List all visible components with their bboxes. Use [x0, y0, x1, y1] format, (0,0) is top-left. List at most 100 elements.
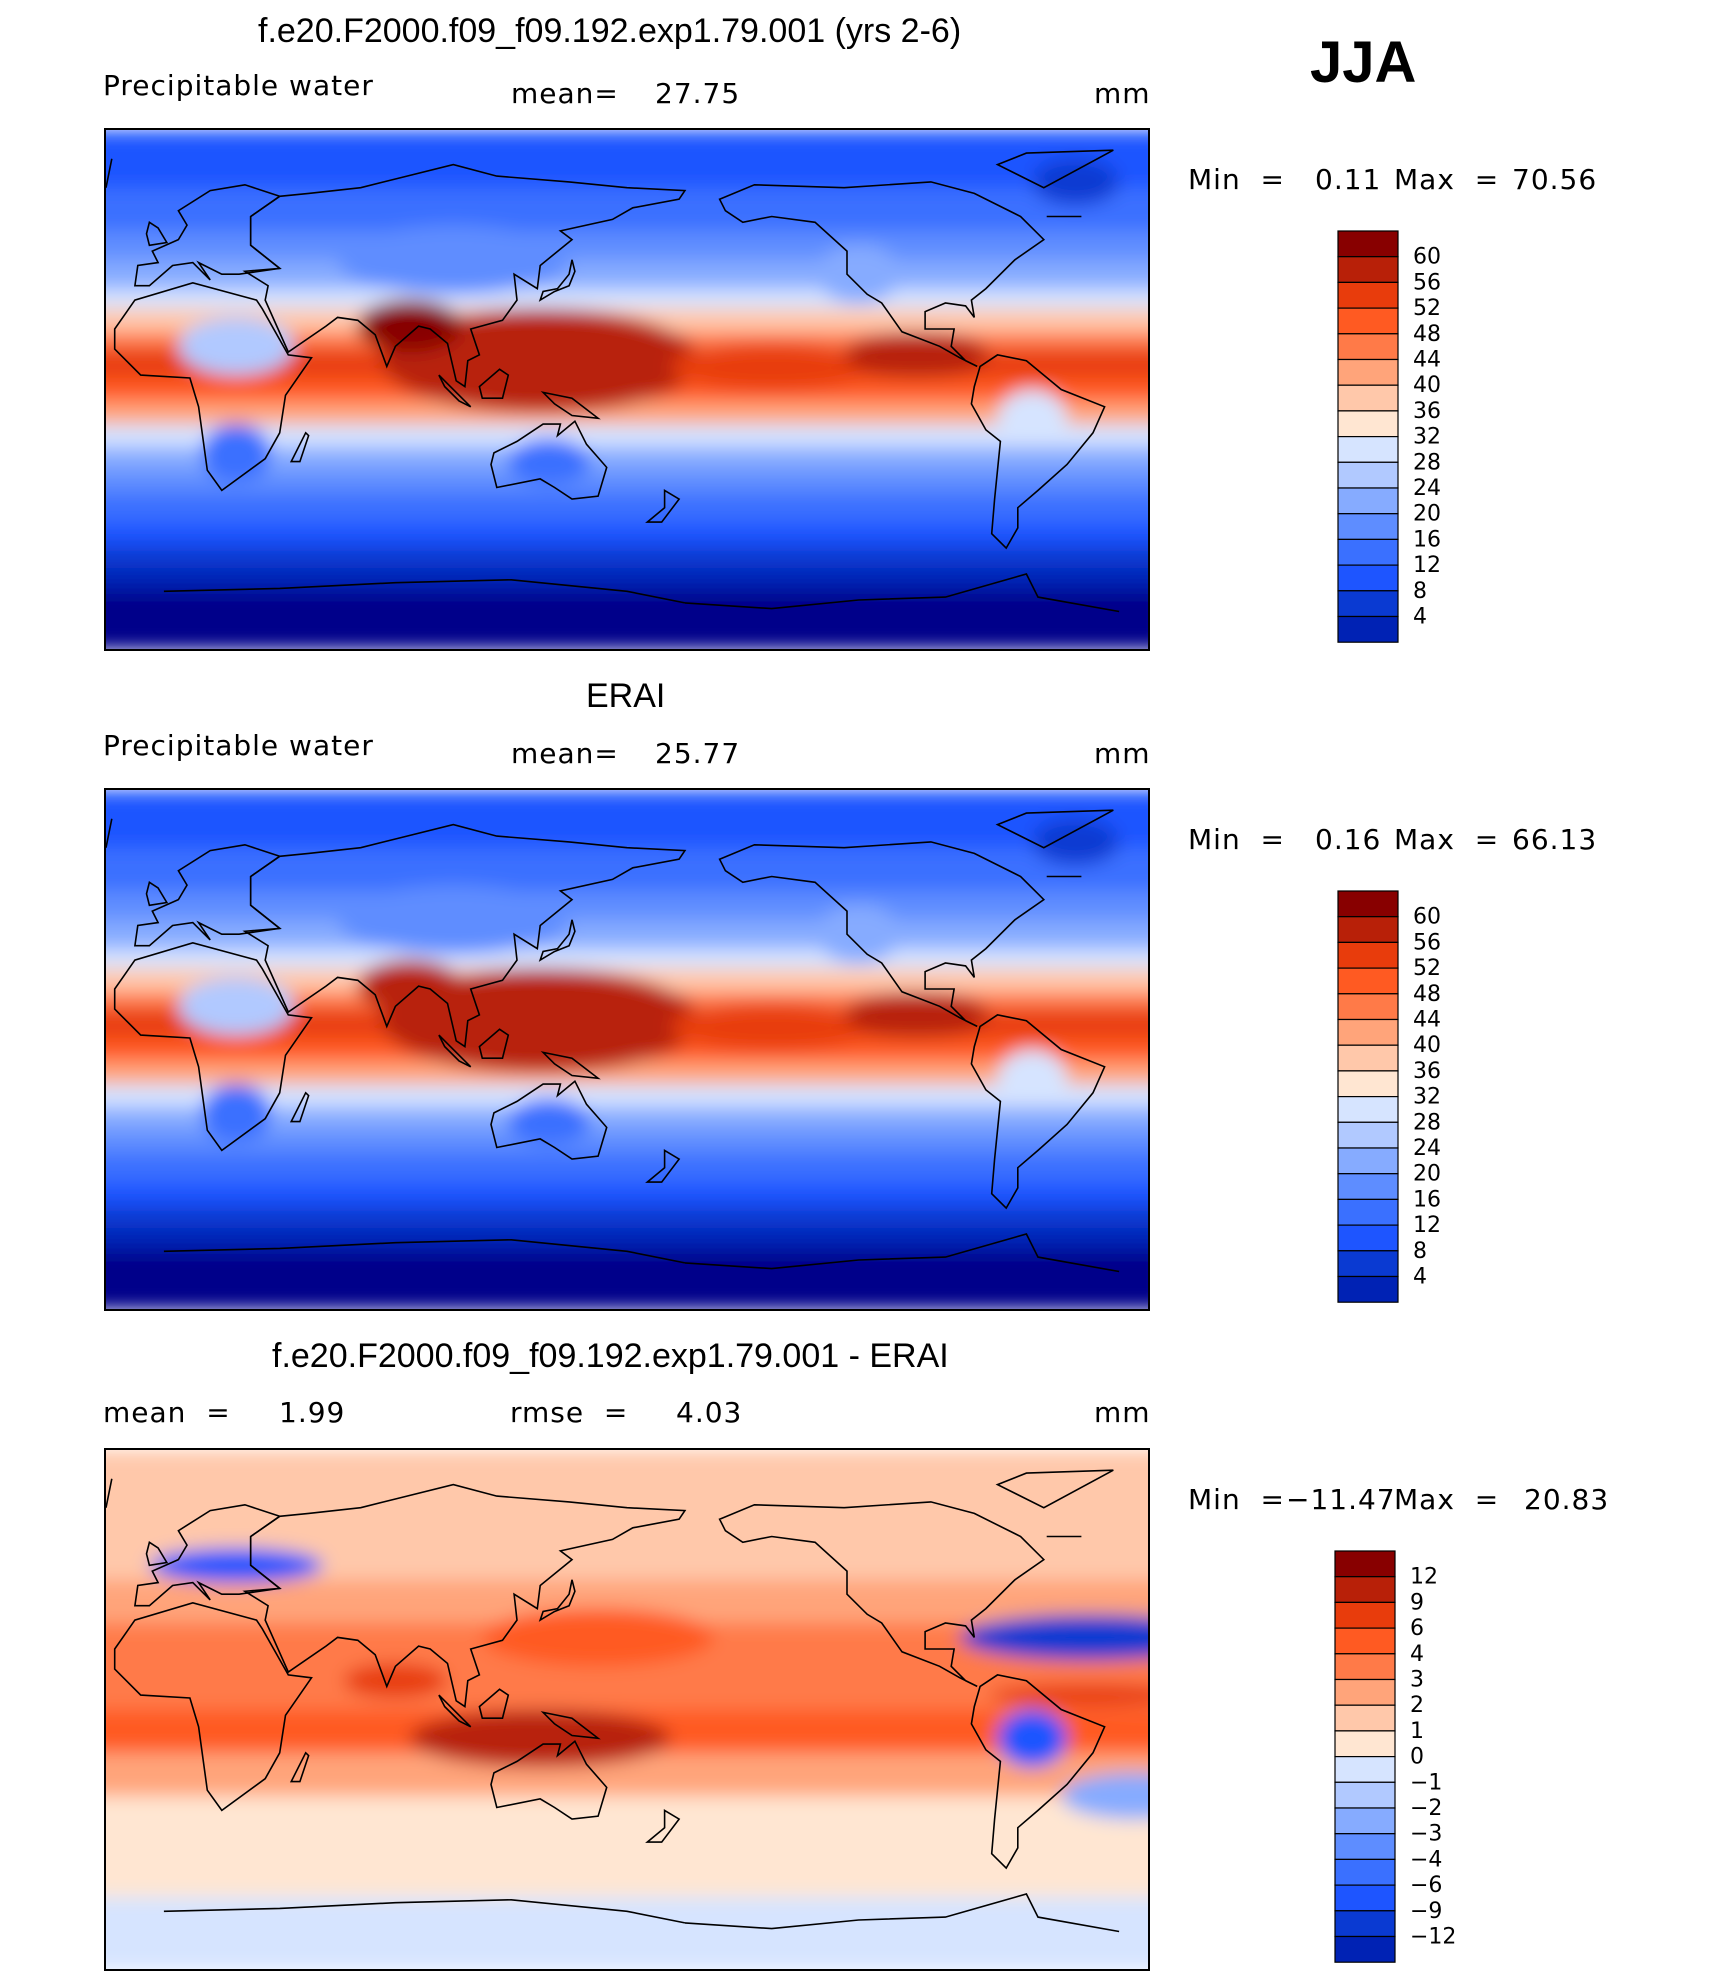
colorbar-tick-label: 48 — [1413, 982, 1441, 1007]
coastline-africa — [113, 1601, 313, 1812]
coastline-nz — [645, 488, 681, 523]
colorbar-tick-label: 8 — [1413, 1239, 1427, 1264]
panel3-min-label: Min = — [1188, 1483, 1285, 1516]
field-region — [106, 470, 1148, 495]
coastline-greenland — [995, 1469, 1114, 1509]
field-region — [106, 401, 1148, 426]
colorbar-swatch — [1337, 1096, 1399, 1123]
coastline-greenland — [995, 149, 1114, 189]
colorbar-tick-label: 8 — [1413, 579, 1427, 604]
panel2-min-label: Min = — [1188, 823, 1285, 856]
colorbar-tick-label: 40 — [1413, 373, 1441, 398]
coastline-asia — [242, 823, 687, 1048]
colorbar-swatch — [1337, 590, 1399, 618]
colorbar-tick-label: 32 — [1413, 425, 1441, 450]
field-region — [844, 331, 989, 378]
panel1-map — [104, 128, 1150, 651]
field-region — [670, 343, 874, 390]
field-region — [1032, 818, 1120, 865]
colorbar-tick-label: −1 — [1410, 1770, 1442, 1795]
coastline-antarctica — [684, 1233, 1120, 1273]
colorbar-swatch — [1337, 384, 1399, 412]
colorbar-swatch — [1337, 487, 1399, 515]
field-region — [106, 545, 1148, 570]
coastline-australia — [490, 1739, 608, 1820]
colorbar-tick-label: −2 — [1410, 1796, 1442, 1821]
coastline-greenland — [106, 158, 113, 188]
coastline-samerica — [970, 1674, 1106, 1870]
field-region — [409, 1709, 671, 1768]
coastline-borneo — [478, 1028, 510, 1060]
coastline-nz — [645, 1148, 681, 1183]
colorbar-tick-label: 12 — [1413, 553, 1441, 578]
coastline-japan — [538, 919, 576, 962]
coastline-australia — [490, 419, 608, 500]
colorbar-swatch — [1334, 1550, 1396, 1578]
field-region — [201, 424, 271, 482]
colorbar-tick-label: 48 — [1413, 322, 1441, 347]
coastline-uk — [145, 1541, 169, 1567]
field-region — [482, 1608, 714, 1667]
colorbar-tick-label: −3 — [1410, 1822, 1442, 1847]
colorbar-tick-label: 16 — [1413, 1187, 1441, 1212]
colorbar-tick-label: 24 — [1413, 1136, 1441, 1161]
colorbar-tick-label: 24 — [1413, 476, 1441, 501]
colorbar-tick-label: −6 — [1410, 1873, 1442, 1898]
colorbar-tick-label: 40 — [1413, 1033, 1441, 1058]
colorbar-swatch — [1337, 941, 1399, 969]
colorbar-swatch — [1334, 1576, 1396, 1604]
colorbar-tick-label: 52 — [1413, 956, 1441, 981]
colorbar-swatch — [1334, 1756, 1396, 1783]
field-region — [106, 1666, 1148, 1711]
field-region — [337, 885, 570, 955]
season-label: JJA — [1310, 30, 1417, 95]
field-region — [670, 1003, 874, 1050]
colorbar-swatch — [1337, 615, 1399, 643]
colorbar-swatch — [1337, 1250, 1399, 1278]
colorbar-swatch — [1337, 993, 1399, 1021]
coastline-namerica — [718, 181, 1046, 368]
panel2-colorbar: 60 56 52 48 44 40 36 32 28 24 20 16 12 8 4 — [1337, 890, 1477, 1305]
coastline-madagascar — [289, 1751, 310, 1783]
colorbar-swatch — [1337, 1044, 1399, 1072]
colorbar-swatch — [1337, 307, 1399, 335]
colorbar-swatch — [1334, 1730, 1396, 1758]
field-region — [988, 1683, 1148, 1707]
colorbar-tick-label: 4 — [1413, 1265, 1427, 1290]
panel3-units: mm — [1094, 1396, 1151, 1429]
colorbar-tick-label: 2 — [1410, 1693, 1424, 1718]
coastline-antarctica — [163, 1238, 686, 1264]
coastline-japan — [538, 1579, 576, 1622]
field-region — [106, 790, 1148, 849]
coastline-antarctica — [163, 578, 686, 604]
colorbar-swatch — [1337, 916, 1399, 944]
panel2-max-label: Max = — [1394, 823, 1500, 856]
colorbar-tick-label: 28 — [1413, 1110, 1441, 1135]
coastline-australia — [490, 1079, 608, 1160]
coastline-borneo — [478, 368, 510, 400]
colorbar-swatch — [1337, 538, 1399, 566]
field-region — [106, 1251, 1148, 1309]
colorbar-swatch — [1337, 967, 1399, 995]
colorbar-swatch — [1337, 564, 1399, 592]
colorbar-swatch — [1337, 1275, 1399, 1303]
coastline-newguinea — [540, 1051, 601, 1080]
colorbar-swatch — [1337, 1224, 1399, 1252]
colorbar-swatch — [1337, 333, 1399, 361]
panel3-mean-label: mean = — [103, 1396, 231, 1429]
coastline-greenland — [106, 1478, 113, 1508]
field-region — [149, 1548, 324, 1583]
panel1-colorbar: 60 56 52 48 44 40 36 32 28 24 20 16 12 8 4 — [1337, 230, 1477, 645]
field-region — [106, 1107, 1148, 1132]
field-region — [106, 522, 1148, 547]
field-region — [106, 259, 1148, 290]
coastline-japan — [538, 259, 576, 302]
coastline-nz — [645, 1808, 681, 1843]
coastline-africa — [113, 281, 313, 492]
panel3-rmse-value: 4.03 — [676, 1396, 743, 1429]
colorbar-swatch — [1334, 1858, 1396, 1886]
field-region — [106, 591, 1148, 649]
field-region — [380, 968, 700, 1073]
